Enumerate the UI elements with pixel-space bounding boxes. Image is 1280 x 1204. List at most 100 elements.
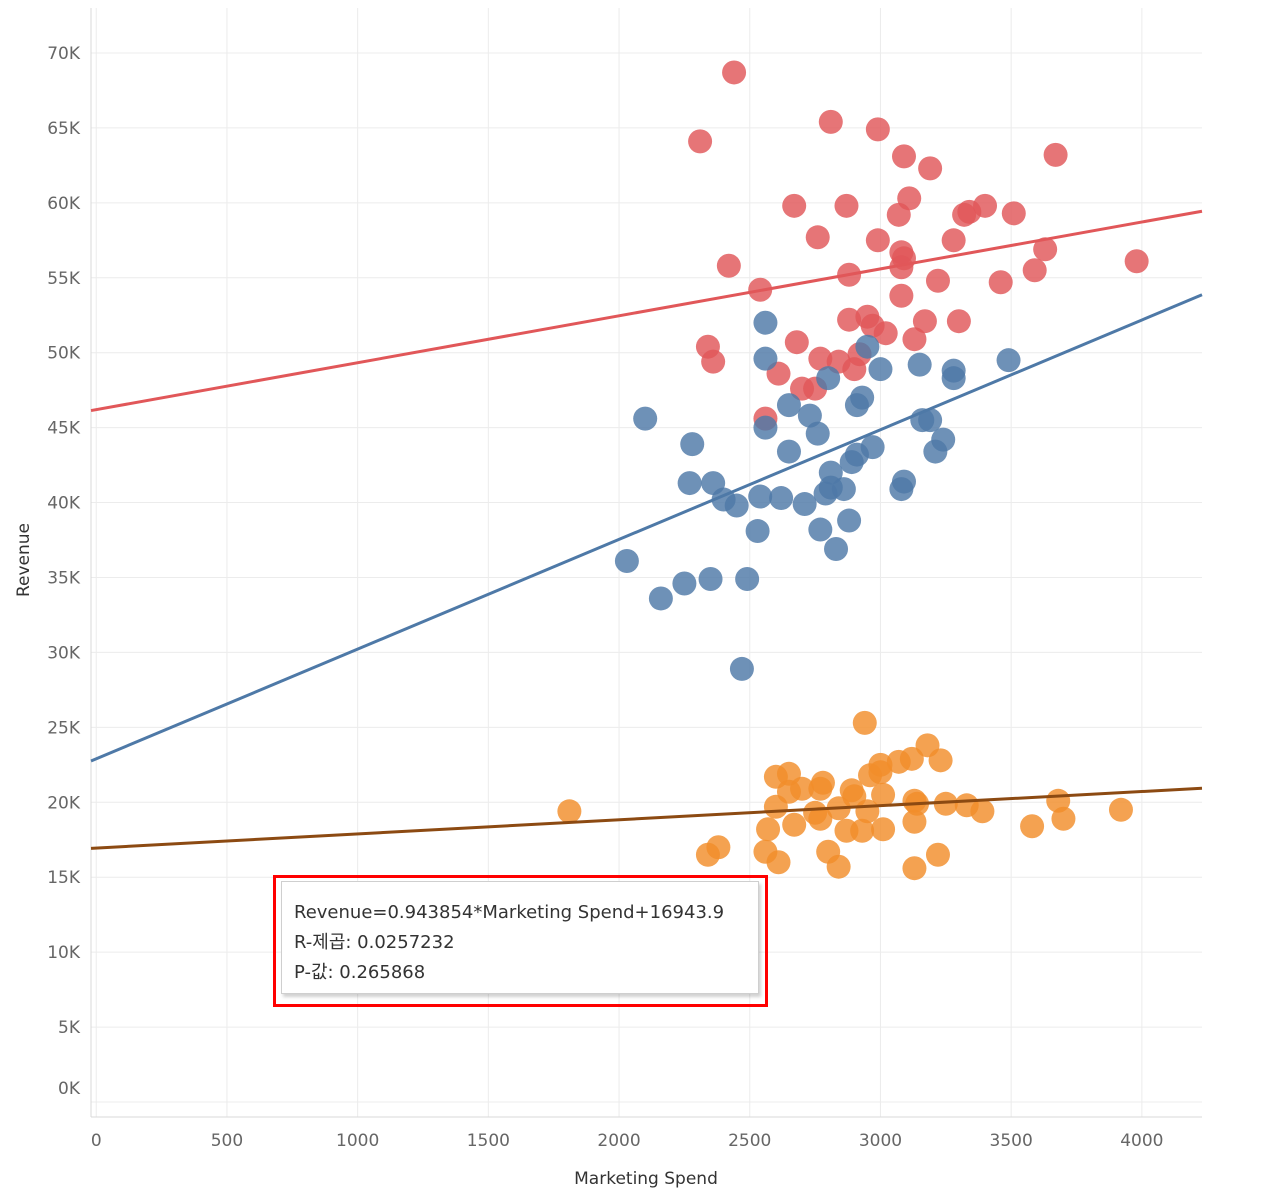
data-point[interactable]: [695, 842, 720, 867]
data-point[interactable]: [928, 748, 953, 773]
data-point[interactable]: [753, 310, 778, 335]
data-point[interactable]: [837, 307, 862, 332]
data-point[interactable]: [701, 349, 726, 374]
data-point[interactable]: [831, 477, 856, 502]
trend-line[interactable]: [90, 209, 1203, 413]
data-point[interactable]: [1043, 142, 1068, 167]
data-point[interactable]: [873, 321, 898, 346]
data-point[interactable]: [808, 517, 833, 542]
data-point[interactable]: [688, 129, 713, 154]
data-point[interactable]: [834, 193, 859, 218]
y-tick-label: 10K: [47, 943, 81, 963]
data-point[interactable]: [852, 710, 877, 735]
data-point[interactable]: [996, 348, 1021, 373]
tooltip-r-squared: R-제곱: 0.0257232: [294, 932, 455, 953]
data-point[interactable]: [826, 854, 851, 879]
data-point[interactable]: [677, 471, 702, 496]
data-point[interactable]: [808, 776, 833, 801]
data-point[interactable]: [729, 656, 754, 681]
data-point[interactable]: [871, 817, 896, 842]
data-point[interactable]: [722, 60, 747, 85]
data-point[interactable]: [766, 850, 791, 875]
data-point[interactable]: [776, 439, 801, 464]
data-point[interactable]: [1051, 806, 1076, 831]
data-point[interactable]: [970, 799, 995, 824]
data-point[interactable]: [899, 746, 924, 771]
data-point[interactable]: [868, 760, 893, 785]
data-point[interactable]: [782, 812, 807, 837]
data-point[interactable]: [839, 450, 864, 475]
data-point[interactable]: [925, 268, 950, 293]
data-point[interactable]: [865, 228, 890, 253]
data-point[interactable]: [973, 193, 998, 218]
data-point[interactable]: [769, 486, 794, 511]
data-point[interactable]: [886, 202, 911, 227]
data-point[interactable]: [837, 508, 862, 533]
data-point[interactable]: [889, 283, 914, 308]
data-point[interactable]: [557, 799, 582, 824]
data-point[interactable]: [889, 477, 914, 502]
data-point[interactable]: [902, 856, 927, 881]
data-point[interactable]: [933, 791, 958, 816]
data-point[interactable]: [680, 432, 705, 457]
data-point[interactable]: [907, 352, 932, 377]
data-point[interactable]: [1001, 201, 1026, 226]
data-point[interactable]: [808, 346, 833, 371]
data-point[interactable]: [842, 357, 867, 382]
data-point[interactable]: [782, 193, 807, 218]
data-point[interactable]: [844, 393, 869, 418]
data-point[interactable]: [763, 794, 788, 819]
tick-labels: 0 500 1000 1500 2000 2500 3000 3500 4000 0K 5K 10K 1…: [47, 44, 1163, 1151]
data-point[interactable]: [918, 156, 943, 181]
data-point[interactable]: [748, 484, 773, 509]
data-point[interactable]: [946, 309, 971, 334]
data-point[interactable]: [850, 818, 875, 843]
data-point[interactable]: [925, 842, 950, 867]
data-point[interactable]: [855, 334, 880, 359]
data-point[interactable]: [941, 366, 966, 391]
data-point[interactable]: [871, 782, 896, 807]
data-point[interactable]: [818, 109, 843, 134]
data-point[interactable]: [716, 253, 741, 278]
data-point[interactable]: [912, 309, 937, 334]
data-point[interactable]: [923, 439, 948, 464]
data-point[interactable]: [1108, 797, 1133, 822]
trend-line[interactable]: [90, 786, 1203, 850]
data-point[interactable]: [1124, 249, 1149, 274]
data-point[interactable]: [824, 537, 849, 562]
data-point[interactable]: [745, 519, 770, 544]
data-point[interactable]: [672, 571, 697, 596]
data-point[interactable]: [1033, 237, 1058, 262]
data-point[interactable]: [698, 566, 723, 591]
data-point[interactable]: [1020, 814, 1045, 839]
data-point[interactable]: [753, 415, 778, 440]
data-point[interactable]: [792, 492, 817, 517]
data-point[interactable]: [648, 586, 673, 611]
data-point[interactable]: [633, 406, 658, 431]
data-point[interactable]: [918, 408, 943, 433]
data-point[interactable]: [784, 330, 809, 355]
data-point[interactable]: [756, 817, 781, 842]
data-point[interactable]: [865, 117, 890, 142]
data-point[interactable]: [805, 225, 830, 250]
data-point[interactable]: [813, 481, 838, 506]
trend-line[interactable]: [90, 293, 1203, 763]
data-point[interactable]: [776, 393, 801, 418]
data-point[interactable]: [868, 357, 893, 382]
data-point[interactable]: [735, 566, 760, 591]
y-tick-label: 15K: [47, 868, 81, 888]
data-point[interactable]: [808, 806, 833, 831]
data-point[interactable]: [805, 421, 830, 446]
data-point[interactable]: [891, 144, 916, 169]
data-point[interactable]: [724, 493, 749, 518]
data-point[interactable]: [902, 327, 927, 352]
data-point[interactable]: [889, 255, 914, 280]
data-point[interactable]: [941, 228, 966, 253]
data-point[interactable]: [753, 346, 778, 371]
data-point[interactable]: [902, 809, 927, 834]
data-point[interactable]: [816, 366, 841, 391]
data-point[interactable]: [988, 270, 1013, 295]
data-point[interactable]: [797, 403, 822, 428]
data-point[interactable]: [1022, 258, 1047, 283]
data-point[interactable]: [614, 549, 639, 574]
